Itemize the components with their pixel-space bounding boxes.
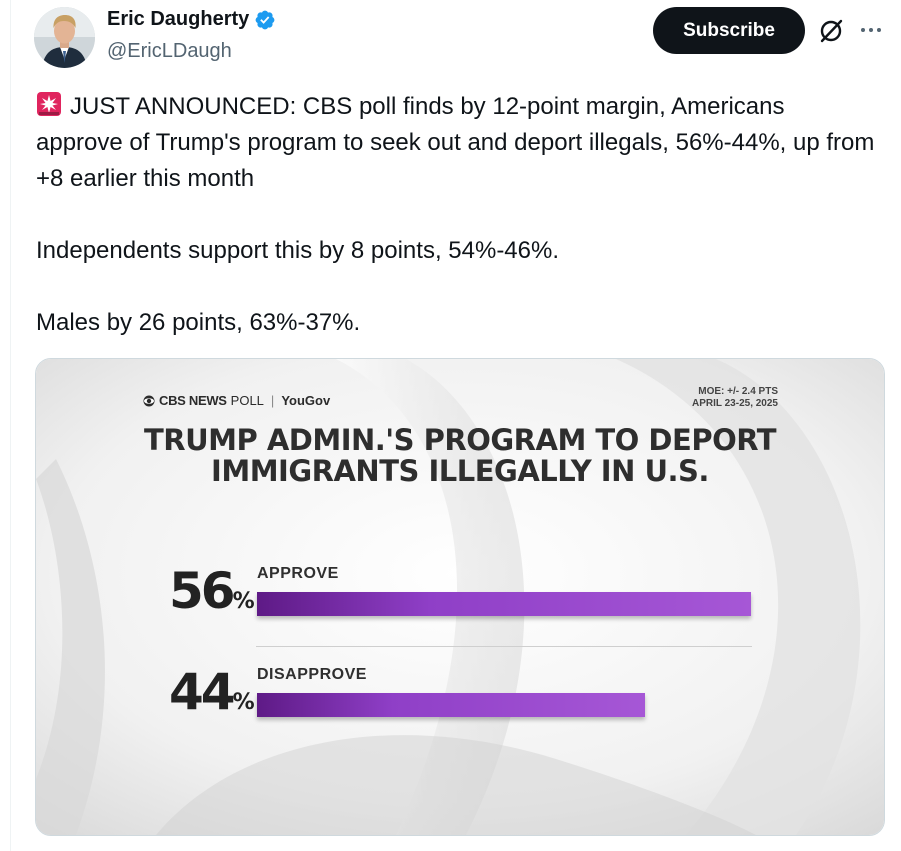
tweet-line-males: Males by 26 points, 63%-37%.	[36, 309, 361, 336]
more-options-icon[interactable]	[858, 20, 884, 40]
percent-value-approve: 56%	[169, 562, 255, 620]
police-light-icon	[37, 92, 61, 116]
subscribe-button[interactable]: Subscribe	[653, 7, 805, 54]
poll-brand: CBS NEWS POLL | YouGov	[143, 393, 330, 408]
grok-icon[interactable]	[817, 17, 845, 45]
percent-number: 44	[169, 663, 236, 721]
author-handle[interactable]: @EricLDaugh	[107, 40, 232, 62]
tweet-text: JUST ANNOUNCED: CBS poll finds by 12-poi…	[36, 89, 876, 341]
cbs-eye-icon	[143, 395, 155, 406]
tweet-line-announcement: JUST ANNOUNCED: CBS poll finds by 12-poi…	[36, 93, 875, 192]
poll-title: TRUMP ADMIN.'S PROGRAM TO DEPORT IMMIGRA…	[36, 425, 884, 487]
poll-image[interactable]: CBS NEWS POLL | YouGov MOE: +/- 2.4 PTS …	[35, 358, 885, 836]
author-name-row[interactable]: Eric Daugherty	[107, 8, 276, 31]
bar-divider	[256, 646, 752, 647]
tweet-paragraph-1: JUST ANNOUNCED: CBS poll finds by 12-poi…	[36, 89, 876, 197]
percent-sign: %	[232, 589, 255, 614]
percent-value-disapprove: 44%	[169, 663, 255, 721]
poll-title-line-1: TRUMP ADMIN.'S PROGRAM TO DEPORT	[143, 423, 777, 457]
brand-separator: |	[270, 393, 275, 408]
avatar-image	[34, 7, 95, 68]
timeline-border	[10, 0, 11, 851]
bar-disapprove	[257, 693, 645, 717]
tweet-line-independents: Independents support this by 8 points, 5…	[36, 237, 560, 264]
bar-approve	[257, 592, 751, 616]
percent-number: 56	[169, 562, 236, 620]
author-name[interactable]: Eric Daugherty	[107, 8, 250, 30]
verified-badge-icon	[255, 10, 275, 29]
poll-dates: APRIL 23-25, 2025	[692, 398, 778, 409]
poll-title-line-2: IMMIGRANTS ILLEGALLY IN U.S.	[211, 454, 709, 488]
avatar[interactable]	[34, 7, 95, 68]
brand-cbs-news: CBS NEWS	[159, 393, 227, 408]
bar-label-disapprove: DISAPPROVE	[257, 666, 367, 683]
bar-label-approve: APPROVE	[257, 565, 339, 582]
moe-text: MOE: +/- 2.4 PTS	[698, 386, 778, 397]
brand-poll: POLL	[230, 393, 264, 408]
poll-moe: MOE: +/- 2.4 PTS APRIL 23-25, 2025	[692, 386, 778, 410]
percent-sign: %	[232, 690, 255, 715]
brand-yougov: YouGov	[281, 393, 331, 408]
